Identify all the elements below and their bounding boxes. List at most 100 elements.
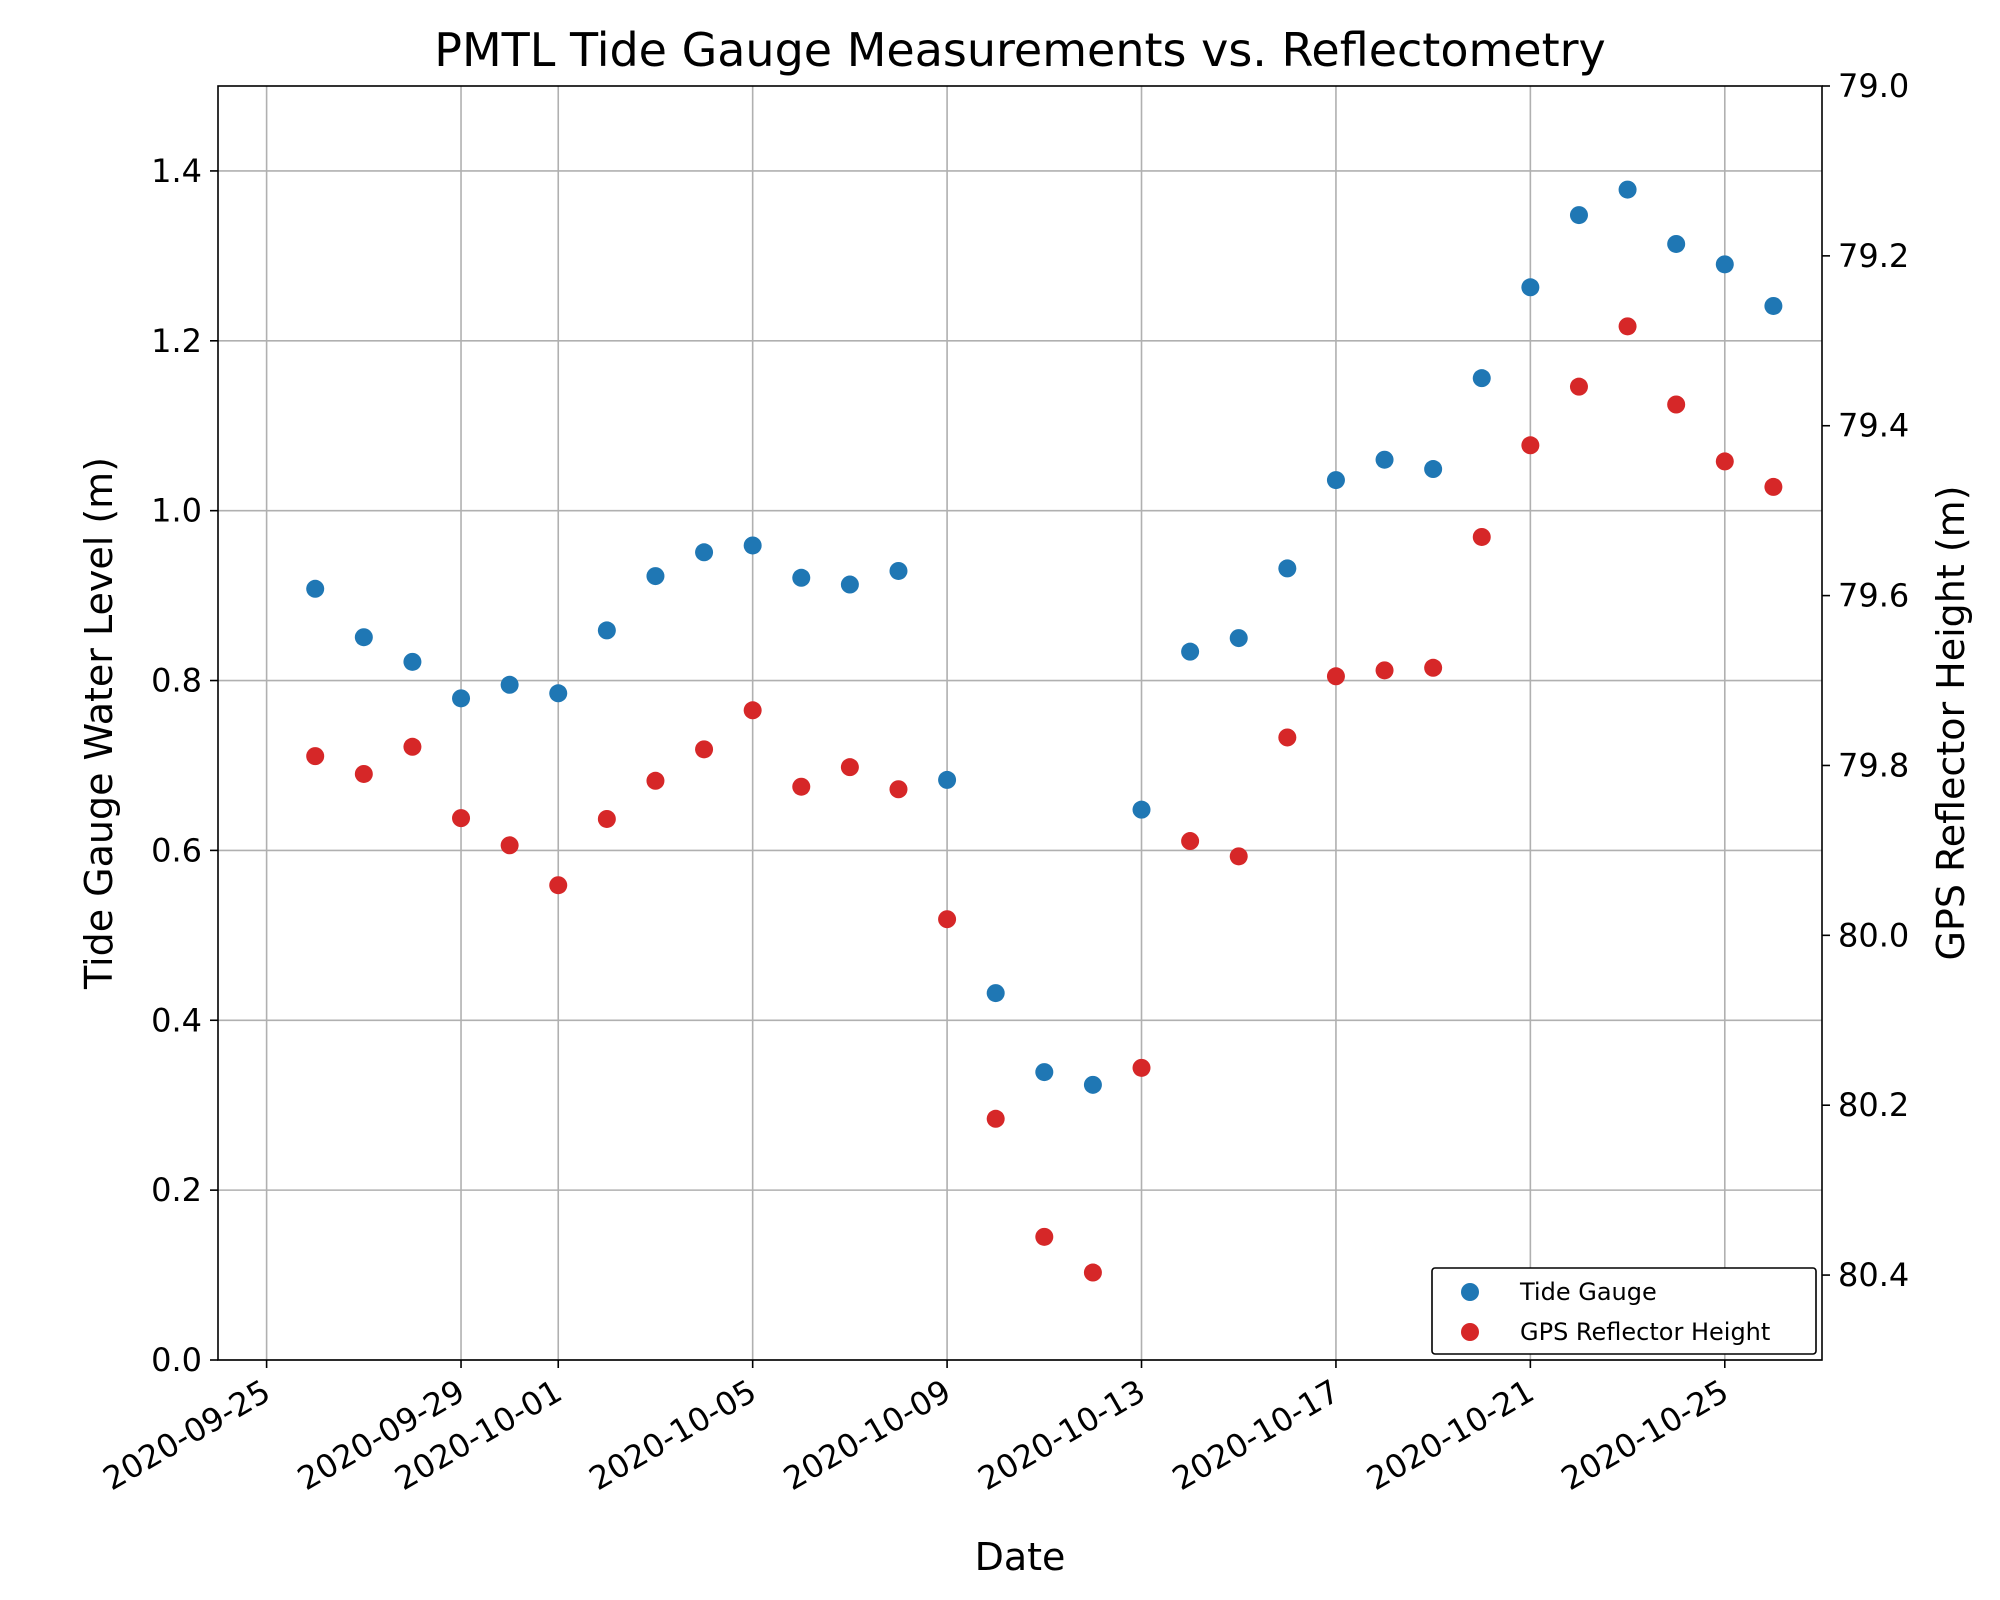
legend-frame xyxy=(1431,1267,1817,1355)
legend-label-gps-reflector-height: GPS Reflector Height xyxy=(1520,1318,1770,1346)
x-tick-label: 2020-10-25 xyxy=(1555,1372,1735,1498)
gps-reflector-point xyxy=(1035,1227,1054,1246)
plot-frame xyxy=(217,85,1823,1361)
gps-reflector-point xyxy=(354,764,373,783)
gps-reflector-point xyxy=(695,740,714,759)
legend-label-tide-gauge: Tide Gauge xyxy=(1519,1278,1657,1306)
tide-gauge-point xyxy=(1375,450,1394,469)
gps-reflector-point xyxy=(306,747,325,766)
legend-marker-tide-gauge xyxy=(1461,1283,1479,1301)
tide-gauge-point xyxy=(938,770,957,789)
tide-gauge-point xyxy=(1326,471,1345,490)
gps-reflector-point xyxy=(1326,667,1345,686)
y2-axis-ticks: 79.0 79.2 79.4 79.6 79.8 80.0 80.2 80.4 xyxy=(1822,67,1909,1294)
y2-tick-label: 79.2 xyxy=(1838,237,1909,275)
tide-gauge-point xyxy=(549,684,568,703)
tide-gauge-point xyxy=(1132,800,1151,819)
gps-reflector-point xyxy=(1764,477,1783,496)
x-tick-label: 2020-10-09 xyxy=(777,1372,957,1498)
gps-reflector-point xyxy=(986,1109,1005,1128)
gps-reflector-point xyxy=(1181,832,1200,851)
gps-reflector-point xyxy=(1229,847,1248,866)
y-axis-label: Tide Gauge Water Level (m) xyxy=(77,457,121,990)
gps-reflector-point xyxy=(597,809,616,828)
gps-reflector-point xyxy=(743,701,762,720)
gps-reflector-point xyxy=(1569,377,1588,396)
y-tick-label: 0.2 xyxy=(151,1171,202,1209)
tide-gauge-point xyxy=(354,628,373,647)
tide-gauge-point xyxy=(1569,206,1588,225)
y2-tick-label: 80.2 xyxy=(1838,1086,1909,1124)
gps-reflector-point xyxy=(889,780,908,799)
gps-reflector-point xyxy=(1132,1058,1151,1077)
y2-axis-label: GPS Reflector Height (m) xyxy=(1929,485,1973,960)
tide-gauge-point xyxy=(1472,369,1491,388)
tide-gauge-point xyxy=(986,984,1005,1003)
y2-tick-label: 79.4 xyxy=(1838,407,1909,445)
gps-reflector-point xyxy=(500,836,519,855)
chart-title: PMTL Tide Gauge Measurements vs. Reflect… xyxy=(434,23,1606,77)
gps-reflector-point xyxy=(452,809,471,828)
y2-tick-label: 79.6 xyxy=(1838,577,1909,615)
x-tick-label: 2020-10-17 xyxy=(1166,1372,1346,1498)
y-tick-label: 0.6 xyxy=(151,831,202,869)
y-tick-label: 0.4 xyxy=(151,1001,202,1039)
gps-reflector-point xyxy=(938,910,957,929)
tide-gauge-point xyxy=(306,579,325,598)
x-tick-label: 2020-10-21 xyxy=(1360,1372,1540,1498)
gps-reflector-point xyxy=(1715,452,1734,471)
x-tick-label: 2020-10-13 xyxy=(971,1372,1151,1498)
tide-gauge-point xyxy=(500,675,519,694)
gps-reflector-point xyxy=(1083,1263,1102,1282)
y-tick-label: 1.4 xyxy=(151,152,202,190)
x-tick-label: 2020-09-25 xyxy=(97,1372,277,1498)
gps-reflector-point xyxy=(840,758,859,777)
y-tick-label: 1.0 xyxy=(151,492,202,530)
gps-reflector-point xyxy=(792,777,811,796)
y-tick-label: 0.8 xyxy=(151,662,202,700)
gps-reflector-point xyxy=(1618,317,1637,336)
grid xyxy=(218,86,1822,1361)
y2-tick-label: 80.0 xyxy=(1838,916,1909,954)
tide-gauge-point xyxy=(1715,255,1734,274)
x-tick-label: 2020-10-05 xyxy=(583,1372,763,1498)
legend: Tide Gauge GPS Reflector Height xyxy=(1431,1267,1817,1355)
y2-tick-label: 80.4 xyxy=(1838,1256,1909,1294)
tide-gauge-point xyxy=(1424,460,1443,479)
gps-reflector-point xyxy=(403,737,422,756)
y2-tick-label: 79.8 xyxy=(1838,746,1909,784)
y2-tick-label: 79.0 xyxy=(1838,67,1909,105)
gps-reflector-point xyxy=(549,876,568,895)
tide-gauge-point xyxy=(840,575,859,594)
tide-gauge-point xyxy=(1764,296,1783,315)
gps-reflector-point xyxy=(1278,728,1297,747)
gps-reflector-point xyxy=(1424,658,1443,677)
tide-gauge-point xyxy=(1618,180,1637,199)
gps-reflector-point xyxy=(1472,527,1491,546)
tide-gauge-point xyxy=(597,621,616,640)
tide-gauge-point xyxy=(792,568,811,587)
data-points xyxy=(306,180,1783,1282)
y-tick-label: 1.2 xyxy=(151,322,202,360)
x-axis-label: Date xyxy=(975,1535,1066,1579)
tide-gauge-point xyxy=(889,561,908,580)
y-tick-label: 0.0 xyxy=(151,1341,202,1379)
gps-reflector-point xyxy=(646,771,665,790)
gps-reflector-point xyxy=(1375,661,1394,680)
tide-gauge-point xyxy=(743,536,762,555)
tide-gauge-point xyxy=(1181,642,1200,661)
legend-marker-gps-reflector-height xyxy=(1461,1323,1479,1341)
tide-gauge-point xyxy=(695,543,714,562)
tide-gauge-point xyxy=(452,689,471,708)
tide-gauge-point xyxy=(1521,278,1540,297)
gps-reflector-point xyxy=(1521,436,1540,455)
y-axis-ticks: 0.0 0.2 0.4 0.6 0.8 1.0 1.2 1.4 xyxy=(151,152,218,1379)
tide-gauge-point xyxy=(646,567,665,586)
tide-gauge-point xyxy=(1035,1063,1054,1082)
tide-gauge-point xyxy=(1229,629,1248,648)
gps-reflector-point xyxy=(1667,395,1686,414)
tide-gauge-point xyxy=(403,652,422,671)
tide-gauge-point xyxy=(1083,1075,1102,1094)
